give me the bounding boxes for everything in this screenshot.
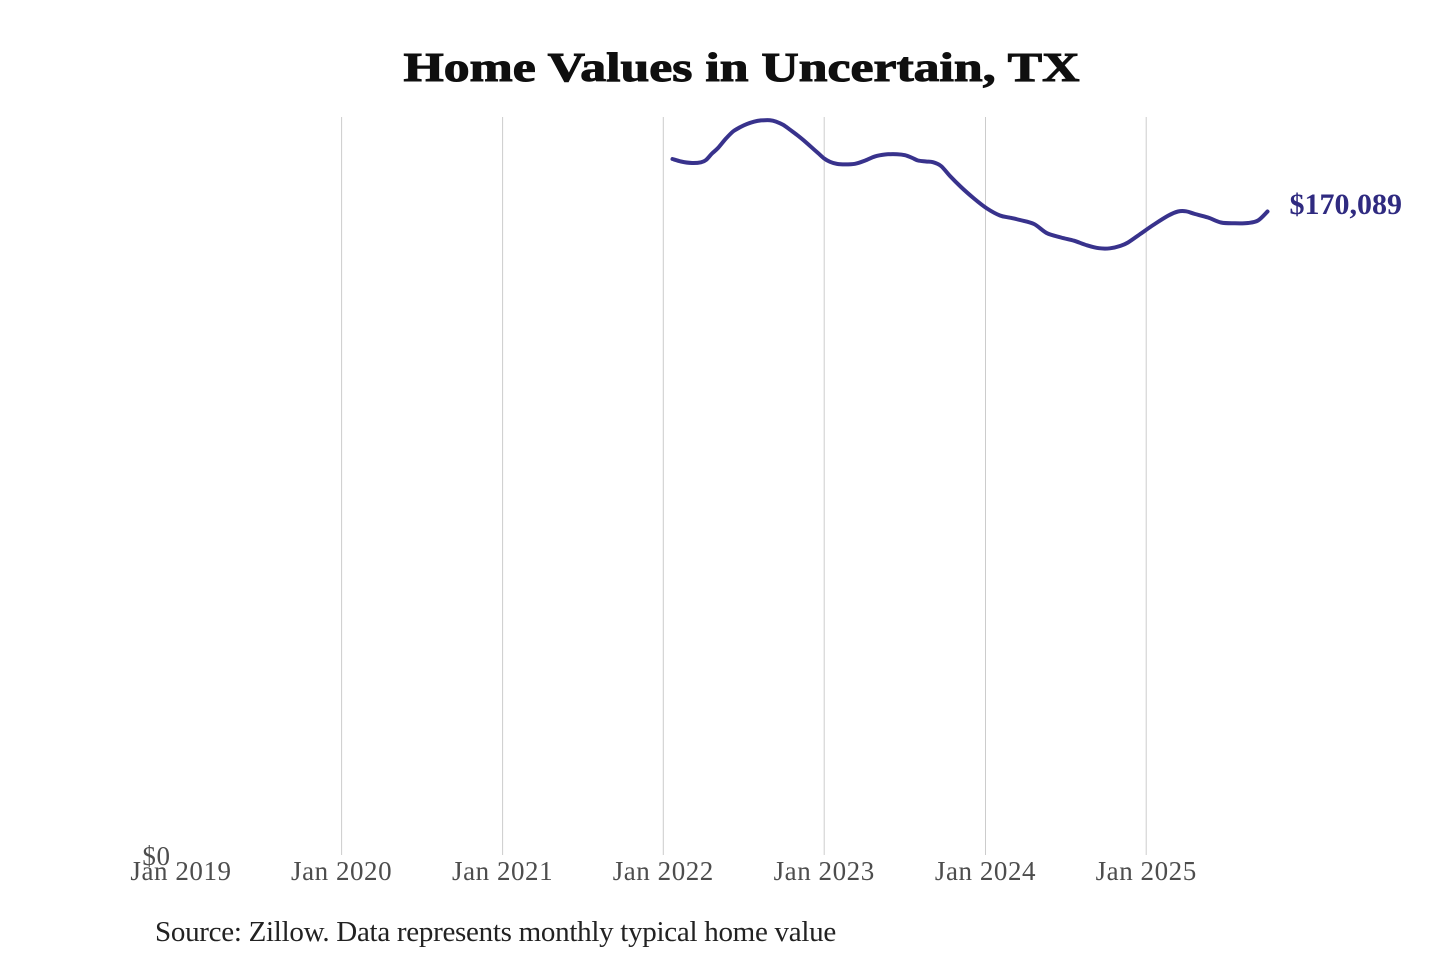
svg-text:$170,089: $170,089	[1290, 188, 1403, 221]
svg-text:$0: $0	[142, 841, 170, 871]
svg-text:Home Values in Uncertain, TX: Home Values in Uncertain, TX	[404, 44, 1080, 90]
svg-text:Source: Zillow. Data represent: Source: Zillow. Data represents monthly …	[155, 916, 836, 948]
svg-text:Jan 2019: Jan 2019	[130, 856, 231, 886]
svg-text:Jan 2025: Jan 2025	[1096, 856, 1197, 886]
svg-text:Jan 2020: Jan 2020	[291, 856, 392, 886]
svg-text:Jan 2022: Jan 2022	[613, 856, 714, 886]
svg-text:Jan 2024: Jan 2024	[935, 856, 1036, 886]
svg-text:Jan 2023: Jan 2023	[774, 856, 875, 886]
svg-text:Jan 2021: Jan 2021	[452, 856, 553, 886]
